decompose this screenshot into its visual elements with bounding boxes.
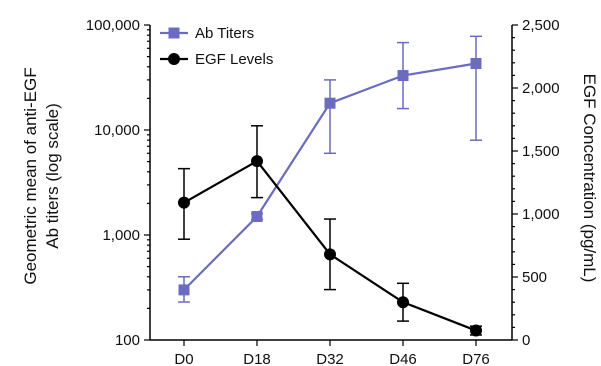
- right-axis-title: EGF Concentration (pg/mL): [580, 74, 599, 283]
- left-axis-ticks: 100 1,000 10,000 100,000: [86, 17, 150, 349]
- right-tick-label: 2,000: [522, 80, 560, 97]
- right-tick-label: 1,500: [522, 143, 560, 160]
- right-axis-ticks: 0 500 1,000 1,500 2,000 2,500: [512, 17, 560, 349]
- legend-label: EGF Levels: [195, 51, 273, 68]
- x-tick-label: D0: [174, 351, 193, 366]
- x-tick-label: D18: [243, 351, 271, 366]
- data-point: [178, 284, 190, 296]
- data-point: [251, 211, 263, 223]
- axes: [149, 25, 513, 341]
- left-tick-label: 100: [115, 332, 140, 349]
- right-tick-label: 500: [522, 269, 547, 286]
- series-egf-levels: [178, 125, 482, 337]
- data-point: [251, 155, 263, 168]
- left-axis-title-line-1: Geometric mean of anti-EGF: [21, 67, 40, 284]
- data-point: [470, 324, 482, 337]
- data-point: [397, 296, 409, 309]
- right-tick-label: 0: [522, 332, 530, 349]
- data-point: [324, 248, 336, 261]
- left-tick-label: 100,000: [86, 17, 140, 34]
- x-tick-label: D32: [316, 351, 344, 366]
- data-point: [178, 196, 190, 209]
- data-point: [397, 70, 409, 82]
- right-tick-label: 2,500: [522, 17, 560, 34]
- series-ab-titers: [178, 35, 482, 303]
- left-tick-label: 10,000: [94, 122, 140, 139]
- legend: Ab Titers EGF Levels: [160, 25, 273, 68]
- legend-marker: [168, 27, 180, 39]
- legend-label: Ab Titers: [195, 25, 254, 42]
- plot-area: [178, 35, 482, 337]
- x-tick-label: D46: [389, 351, 417, 366]
- x-tick-label: D76: [462, 351, 490, 366]
- legend-marker: [168, 53, 180, 65]
- left-axis-title-line-2: Ab titers (log scale): [43, 103, 62, 249]
- data-point: [470, 57, 482, 69]
- x-axis-ticks: D0 D18 D32 D46 D76: [174, 340, 490, 366]
- right-tick-label: 1,000: [522, 206, 560, 223]
- data-point: [324, 97, 336, 109]
- left-tick-label: 1,000: [102, 227, 140, 244]
